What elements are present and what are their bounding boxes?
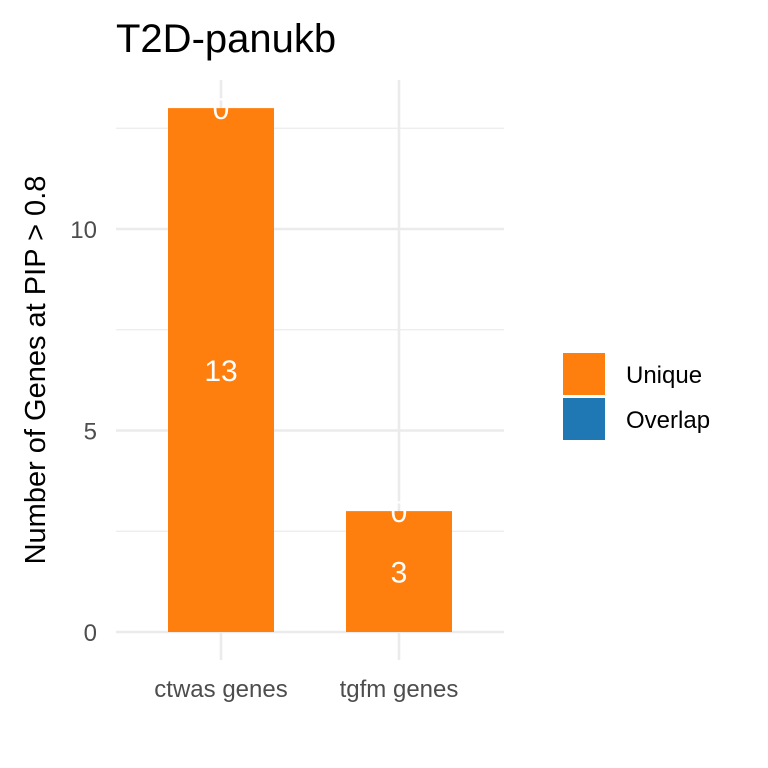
x-axis-ticks: ctwas genes tgfm genes bbox=[154, 676, 458, 703]
bar-labels: 13 0 3 0 bbox=[204, 93, 407, 589]
bar-value-label: 0 bbox=[391, 496, 408, 529]
chart-title: T2D-panukb bbox=[116, 17, 336, 61]
legend-label: Overlap bbox=[626, 407, 710, 434]
bar-value-label: 13 bbox=[204, 355, 237, 388]
y-tick-label: 10 bbox=[70, 217, 97, 244]
y-axis-ticks: 0 5 10 bbox=[70, 217, 97, 647]
bar-unique bbox=[168, 108, 274, 633]
bars bbox=[168, 108, 452, 633]
x-tick-label: tgfm genes bbox=[340, 676, 459, 703]
legend: Unique Overlap bbox=[563, 353, 710, 440]
legend-label: Unique bbox=[626, 362, 702, 389]
y-axis-title: Number of Genes at PIP > 0.8 bbox=[20, 176, 52, 565]
bar-value-label: 0 bbox=[213, 93, 230, 126]
bar-value-label: 3 bbox=[391, 557, 408, 590]
legend-key-unique bbox=[563, 353, 605, 395]
legend-key-overlap bbox=[563, 398, 605, 440]
x-tick-label: ctwas genes bbox=[154, 676, 287, 703]
y-tick-label: 5 bbox=[84, 419, 97, 446]
y-tick-label: 0 bbox=[84, 620, 97, 647]
bar-unique bbox=[346, 511, 452, 632]
